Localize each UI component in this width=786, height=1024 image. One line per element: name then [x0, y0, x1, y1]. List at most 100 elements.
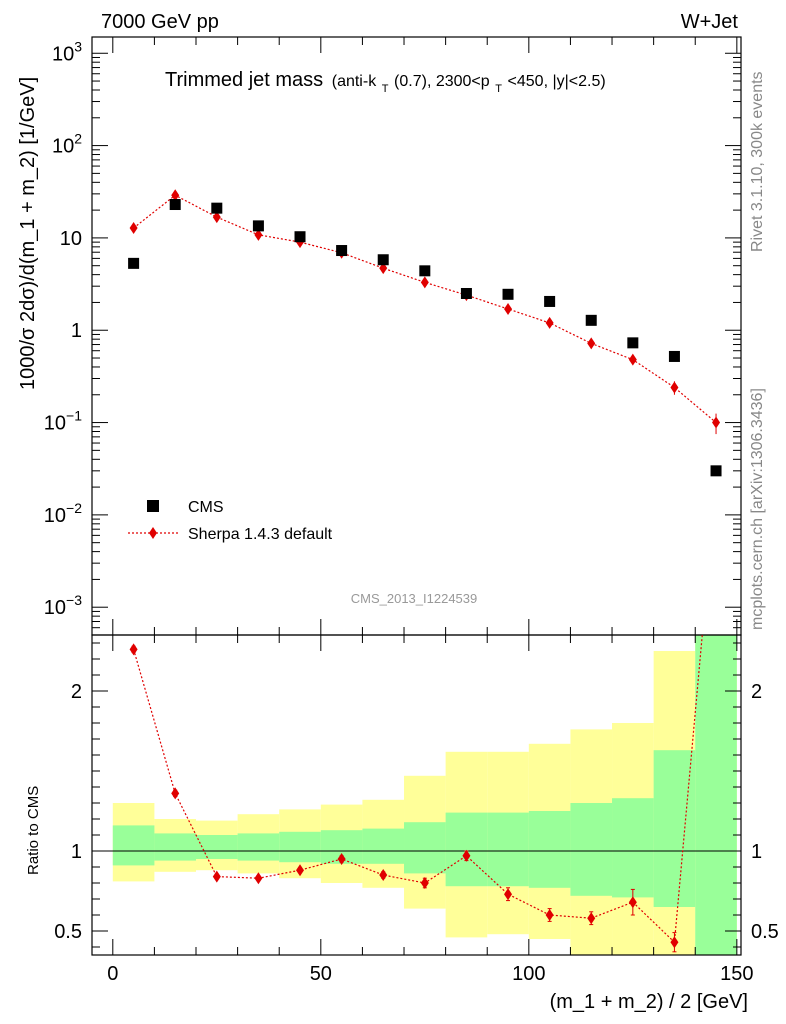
- main-ylabel: 1000/σ 2dσ)/d(m_1 + m_2) [1/GeV]: [17, 77, 39, 390]
- main-y-tick-label: 10−2: [44, 500, 82, 527]
- sherpa-point: [587, 337, 596, 350]
- band-inner-bin: [487, 812, 529, 887]
- main-y-axis: 10−3 10−2 10−1 1 10 102 103: [44, 38, 741, 636]
- cms-point: [128, 257, 140, 269]
- mcplots-label: mcplots.cern.ch [arXiv:1306.3436]: [749, 388, 766, 630]
- cms-point: [419, 265, 431, 277]
- legend: CMS Sherpa 1.4.3 default: [128, 499, 333, 543]
- x-tick-label: 0: [107, 963, 118, 985]
- x-tick-label: 100: [512, 963, 545, 985]
- ratio-ylabel: Ratio to CMS: [25, 786, 42, 875]
- main-plot-frame: [91, 36, 742, 636]
- cms-point: [252, 220, 264, 232]
- band-inner-bin: [279, 831, 321, 863]
- cms-point: [710, 465, 722, 477]
- sherpa-line: [133, 194, 717, 424]
- rivet-label: Rivet 3.1.10, 300k events: [749, 71, 766, 252]
- band-inner-bin: [695, 635, 737, 955]
- plot-title-sub2: T: [495, 83, 502, 95]
- main-y-tick-label: 10−1: [44, 408, 82, 435]
- cms-point: [169, 199, 181, 211]
- cms-point: [585, 314, 597, 326]
- band-inner-bin: [196, 835, 238, 859]
- ratio-point: [504, 888, 513, 901]
- x-tick-label: 150: [720, 963, 753, 985]
- sherpa-point: [628, 353, 637, 366]
- sherpa-point: [129, 222, 138, 235]
- main-y-tick-label: 1: [71, 320, 82, 342]
- band-inner-bin: [445, 812, 488, 887]
- ratio-point: [337, 853, 346, 865]
- cms-point: [377, 254, 389, 266]
- ratio-point: [212, 870, 221, 883]
- band-inner-bin: [404, 822, 446, 874]
- cms-point: [460, 287, 472, 299]
- ratio-point: [171, 787, 180, 800]
- band-inner-bin: [528, 811, 571, 888]
- ratio-y-tick-label-left: 2: [71, 681, 82, 703]
- legend-cms-label: CMS: [188, 499, 224, 516]
- ratio-point: [296, 864, 305, 877]
- analysis-id: CMS_2013_I1224539: [351, 591, 478, 606]
- plot-title-main: Trimmed jet mass: [165, 69, 323, 91]
- cms-point: [502, 288, 514, 300]
- x-axis: 0 50 100 150: [107, 37, 754, 985]
- legend-sherpa-marker: [149, 527, 157, 539]
- band-inner-bin: [612, 798, 654, 898]
- ratio-point: [254, 872, 263, 885]
- sherpa-point: [171, 189, 180, 202]
- cms-point: [336, 245, 348, 257]
- plot-title-detail: (anti-k: [332, 73, 377, 90]
- ratio-point: [628, 896, 637, 909]
- cms-point: [211, 202, 223, 214]
- sherpa-series-ratio: [129, 477, 720, 953]
- sherpa-point: [712, 416, 721, 429]
- ratio-y-tick-label-right: 1: [751, 841, 762, 863]
- ratio-y-tick-label-right: 0.5: [751, 921, 779, 943]
- main-y-tick-label: 10−3: [44, 592, 82, 619]
- band-inner-bin: [237, 833, 280, 861]
- ratio-plot-frame: [91, 634, 742, 956]
- cms-point: [294, 231, 306, 243]
- ratio-point: [379, 869, 388, 881]
- ratio-point: [129, 643, 138, 656]
- ratio-point: [587, 912, 596, 925]
- ratio-xlabel: (m_1 + m_2) / 2 [GeV]: [550, 991, 748, 1013]
- band-inner-bin: [362, 828, 405, 864]
- plot-title-detail-mid: (0.7), 2300<p: [394, 73, 490, 90]
- ratio-y-axis: 0.5 0.5 1 1 2 2: [54, 642, 779, 948]
- ratio-point: [670, 936, 679, 949]
- ratio-point: [420, 877, 429, 889]
- ratio-y-tick-label-left: 1: [71, 841, 82, 863]
- ratio-band-inner: [112, 635, 737, 955]
- ratio-point: [462, 849, 471, 862]
- legend-sherpa-label: Sherpa 1.4.3 default: [188, 526, 333, 543]
- sherpa-point: [670, 381, 679, 394]
- ratio-point: [712, 477, 720, 489]
- sherpa-point: [545, 316, 554, 329]
- main-y-tick-label: 10: [60, 228, 82, 250]
- main-y-tick-label: 103: [52, 38, 82, 65]
- sherpa-series-main: [129, 189, 721, 435]
- sherpa-point: [504, 302, 513, 315]
- band-inner-bin: [112, 825, 155, 866]
- main-y-tick-label: 102: [52, 131, 82, 158]
- band-inner-bin: [653, 750, 696, 907]
- cms-point: [668, 350, 680, 362]
- header-energy-label: 7000 GeV pp: [101, 11, 219, 33]
- cms-series-main: [128, 199, 722, 477]
- sherpa-point: [254, 228, 263, 241]
- cms-point: [627, 337, 639, 349]
- plot-title-detail-post: <450, |y|<2.5): [508, 73, 606, 90]
- header-process-label: W+Jet: [681, 11, 739, 33]
- band-inner-bin: [154, 833, 197, 861]
- ratio-y-tick-label-right: 2: [751, 681, 762, 703]
- sherpa-point: [212, 211, 221, 224]
- legend-cms-marker: [147, 500, 159, 512]
- ratio-y-tick-label-left: 0.5: [54, 921, 82, 943]
- plot-title: Trimmed jet mass (anti-k T (0.7), 2300<p…: [165, 69, 606, 97]
- ratio-point: [545, 909, 554, 921]
- cms-point: [544, 295, 556, 307]
- band-inner-bin: [570, 803, 613, 896]
